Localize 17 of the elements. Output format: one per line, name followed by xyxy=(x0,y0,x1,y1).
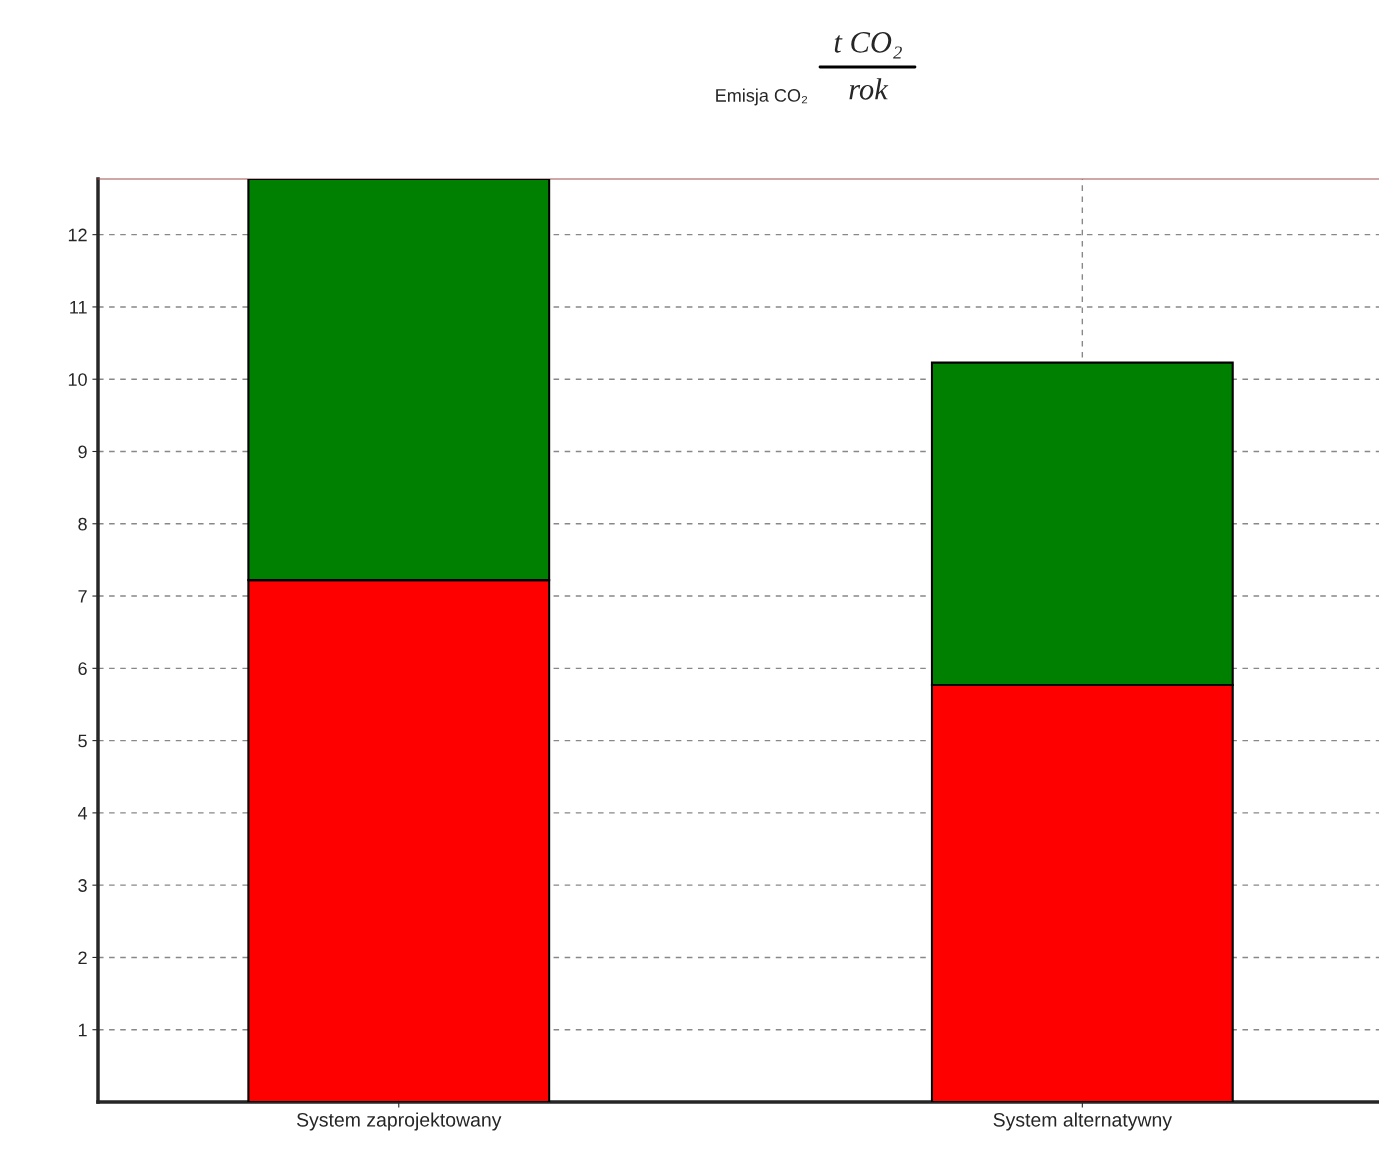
y-tick-label: 12 xyxy=(68,228,87,242)
y-tick-label: 5 xyxy=(78,734,87,748)
y-tick-label: 10 xyxy=(68,373,87,386)
text: t CO₂ xyxy=(834,32,902,59)
y-tick-label: 1 xyxy=(78,1023,87,1037)
y-tick-label: 9 xyxy=(78,445,87,459)
x-tick-label: System alternatywny xyxy=(993,1112,1172,1131)
y-tick-label: 6 xyxy=(78,662,87,676)
x-tick-label: System zaprojektowany xyxy=(296,1112,502,1131)
y-tick-label: 2 xyxy=(78,951,87,964)
y-tick-label: 7 xyxy=(78,590,87,603)
y-tick-label: 4 xyxy=(77,807,88,820)
chart-title: Emisja CO₂ xyxy=(716,88,808,106)
text: rok xyxy=(849,78,889,100)
y-tick-label: 3 xyxy=(78,879,87,892)
y-tick-label: 11 xyxy=(70,301,87,314)
y-tick-label: 8 xyxy=(78,517,87,531)
